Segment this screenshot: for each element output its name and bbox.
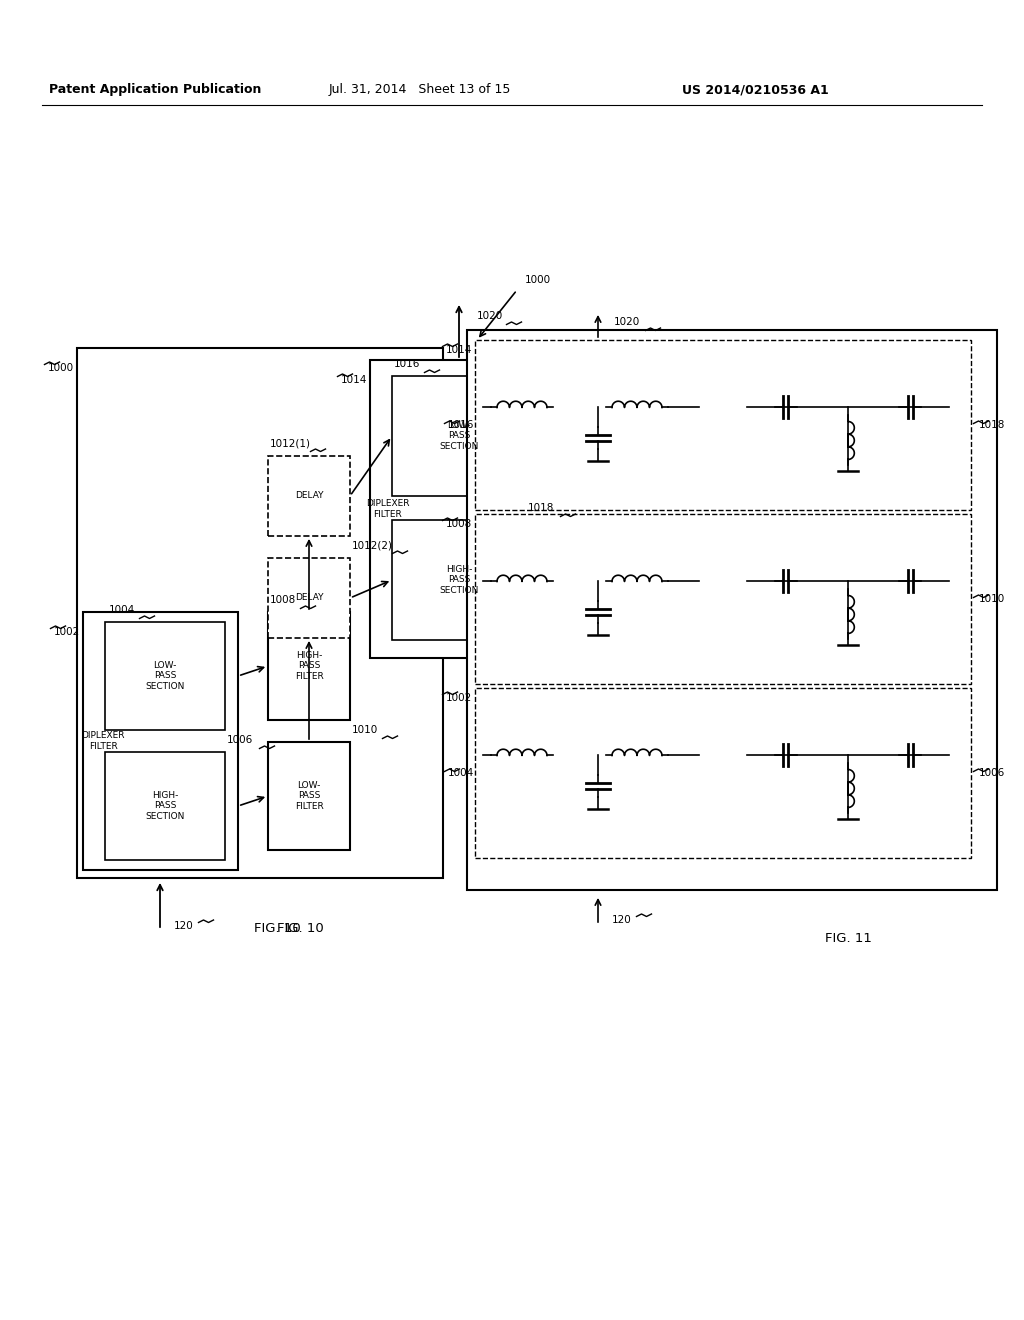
Bar bbox=[729, 692, 967, 854]
Bar bbox=[475, 341, 971, 510]
Text: 1010: 1010 bbox=[979, 594, 1006, 605]
Text: 1020: 1020 bbox=[614, 317, 640, 327]
Text: 1016: 1016 bbox=[394, 359, 421, 370]
Text: 120: 120 bbox=[612, 915, 632, 925]
Text: 1006: 1006 bbox=[979, 768, 1006, 777]
Text: LOW-
PASS
SECTION: LOW- PASS SECTION bbox=[439, 421, 478, 451]
Bar bbox=[475, 688, 971, 858]
Bar bbox=[392, 520, 526, 640]
Text: 1004: 1004 bbox=[447, 768, 474, 777]
Text: FIG. 10: FIG. 10 bbox=[276, 921, 324, 935]
Bar bbox=[467, 330, 997, 890]
Text: 1014: 1014 bbox=[445, 345, 472, 355]
Text: 1014: 1014 bbox=[341, 375, 367, 385]
Bar bbox=[105, 622, 225, 730]
Text: 1012(1): 1012(1) bbox=[270, 438, 311, 447]
Text: 1000: 1000 bbox=[48, 363, 74, 374]
Text: DELAY: DELAY bbox=[295, 594, 324, 602]
Bar bbox=[475, 513, 971, 684]
Text: Jul. 31, 2014   Sheet 13 of 15: Jul. 31, 2014 Sheet 13 of 15 bbox=[329, 83, 511, 96]
Text: 1020: 1020 bbox=[477, 312, 503, 321]
Text: HIGH-
PASS
SECTION: HIGH- PASS SECTION bbox=[145, 791, 184, 821]
Bar bbox=[479, 345, 717, 506]
Bar bbox=[479, 692, 717, 854]
Text: LOW-
PASS
SECTION: LOW- PASS SECTION bbox=[145, 661, 184, 690]
Text: FIG. 10: FIG. 10 bbox=[254, 921, 300, 935]
Bar bbox=[77, 348, 443, 878]
Bar bbox=[105, 752, 225, 861]
Bar bbox=[268, 612, 350, 719]
Text: 1002: 1002 bbox=[445, 693, 472, 704]
Bar bbox=[370, 360, 538, 657]
Bar bbox=[392, 376, 526, 496]
Bar bbox=[479, 517, 717, 680]
Bar bbox=[83, 612, 238, 870]
Text: 1008: 1008 bbox=[445, 519, 472, 529]
Bar bbox=[268, 558, 350, 638]
Text: 1002: 1002 bbox=[53, 627, 80, 638]
Text: 120: 120 bbox=[174, 921, 194, 931]
Text: 1000: 1000 bbox=[525, 275, 551, 285]
Text: FIG. 11: FIG. 11 bbox=[824, 932, 871, 945]
Text: HIGH-
PASS
FILTER: HIGH- PASS FILTER bbox=[295, 651, 324, 681]
Text: DELAY: DELAY bbox=[295, 491, 324, 500]
Bar bbox=[729, 345, 967, 506]
Bar bbox=[268, 455, 350, 536]
Text: LOW-
PASS
FILTER: LOW- PASS FILTER bbox=[295, 781, 324, 810]
Bar bbox=[729, 517, 967, 680]
Text: Patent Application Publication: Patent Application Publication bbox=[49, 83, 261, 96]
Text: 1012(2): 1012(2) bbox=[352, 540, 393, 550]
Text: 1018: 1018 bbox=[979, 420, 1006, 430]
Text: 1010: 1010 bbox=[352, 725, 378, 735]
Text: US 2014/0210536 A1: US 2014/0210536 A1 bbox=[682, 83, 828, 96]
Text: 1018: 1018 bbox=[528, 503, 554, 513]
Text: DIPLEXER
FILTER: DIPLEXER FILTER bbox=[81, 731, 125, 751]
Text: DIPLEXER
FILTER: DIPLEXER FILTER bbox=[367, 499, 410, 519]
Text: 1016: 1016 bbox=[447, 420, 474, 430]
Text: 1004: 1004 bbox=[109, 605, 135, 615]
Text: 1008: 1008 bbox=[270, 595, 296, 605]
Text: HIGH-
PASS
SECTION: HIGH- PASS SECTION bbox=[439, 565, 478, 595]
Text: 1006: 1006 bbox=[227, 735, 253, 744]
Bar bbox=[268, 742, 350, 850]
